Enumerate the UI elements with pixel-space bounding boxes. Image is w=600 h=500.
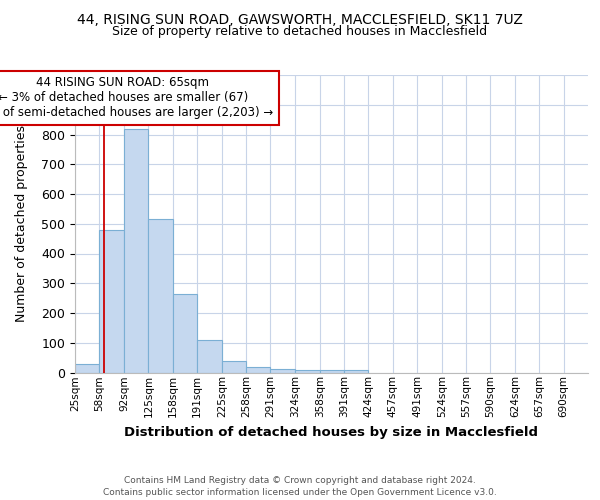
Bar	[344, 370, 368, 372]
Text: Size of property relative to detached houses in Macclesfield: Size of property relative to detached ho…	[112, 25, 488, 38]
Bar	[75, 364, 99, 372]
Text: Contains HM Land Registry data © Crown copyright and database right 2024.: Contains HM Land Registry data © Crown c…	[124, 476, 476, 485]
Bar	[99, 230, 124, 372]
Bar	[246, 366, 271, 372]
Bar	[320, 370, 344, 372]
Text: Contains public sector information licensed under the Open Government Licence v3: Contains public sector information licen…	[103, 488, 497, 497]
Bar	[222, 361, 246, 372]
Text: 44 RISING SUN ROAD: 65sqm
← 3% of detached houses are smaller (67)
97% of semi-d: 44 RISING SUN ROAD: 65sqm ← 3% of detach…	[0, 76, 273, 120]
Bar	[173, 294, 197, 372]
X-axis label: Distribution of detached houses by size in Macclesfield: Distribution of detached houses by size …	[125, 426, 539, 438]
Bar	[148, 220, 173, 372]
Bar	[124, 128, 148, 372]
Bar	[295, 370, 320, 372]
Text: 44, RISING SUN ROAD, GAWSWORTH, MACCLESFIELD, SK11 7UZ: 44, RISING SUN ROAD, GAWSWORTH, MACCLESF…	[77, 12, 523, 26]
Bar	[197, 340, 222, 372]
Y-axis label: Number of detached properties: Number of detached properties	[15, 125, 28, 322]
Bar	[271, 369, 295, 372]
